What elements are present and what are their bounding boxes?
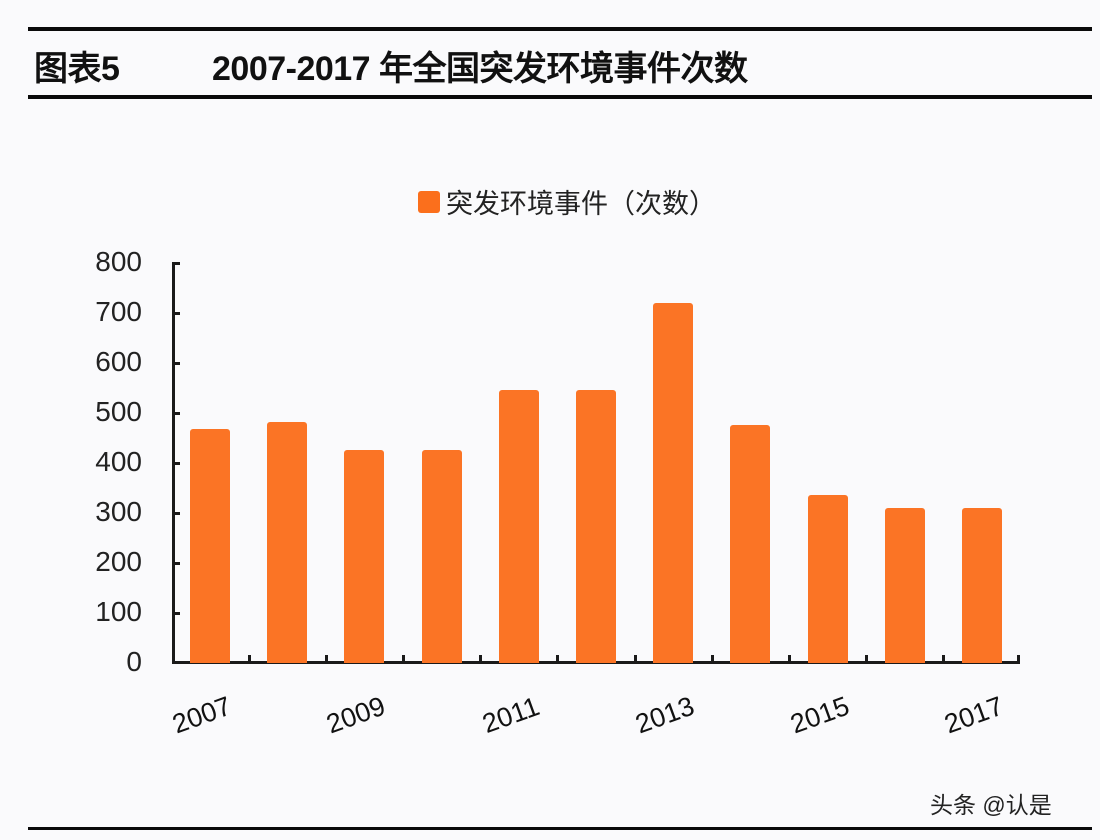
y-tick-label: 500 bbox=[95, 396, 142, 427]
y-tick-label: 800 bbox=[95, 246, 142, 277]
chart-legend: 突发环境事件（次数） bbox=[418, 182, 716, 221]
top-rule bbox=[28, 27, 1092, 31]
y-tick-label: 100 bbox=[95, 596, 142, 627]
y-tick bbox=[172, 512, 180, 515]
bar-2013 bbox=[653, 303, 694, 663]
bar-2012 bbox=[576, 390, 616, 663]
y-tick-label: 700 bbox=[95, 296, 142, 327]
x-tick-label: 2015 bbox=[786, 690, 853, 740]
title-rule bbox=[28, 95, 1092, 99]
legend-swatch-icon bbox=[418, 190, 440, 213]
y-tick bbox=[172, 262, 180, 265]
y-tick-label: 600 bbox=[95, 346, 142, 377]
bar-2016 bbox=[884, 508, 925, 663]
x-tick bbox=[247, 655, 251, 662]
x-tick bbox=[788, 655, 791, 662]
bar-2008 bbox=[267, 422, 308, 663]
figure-title-text: 2007-2017 年全国突发环境事件次数 bbox=[212, 49, 748, 88]
y-tick bbox=[172, 612, 180, 615]
x-tick bbox=[710, 655, 714, 662]
y-tick-label: 300 bbox=[95, 496, 142, 527]
x-tick-label: 2009 bbox=[322, 690, 390, 740]
x-tick bbox=[633, 655, 637, 662]
bar-2011 bbox=[498, 390, 539, 663]
bar-2009 bbox=[344, 450, 385, 663]
y-tick bbox=[172, 562, 180, 565]
x-tick bbox=[479, 655, 483, 662]
bar-2007 bbox=[190, 429, 230, 663]
x-tick bbox=[324, 655, 328, 662]
x-tick-label: 2017 bbox=[940, 690, 1008, 740]
bar-2014 bbox=[730, 425, 771, 663]
figure-title: 图表5 2007-2017 年全国突发环境事件次数 bbox=[34, 40, 748, 90]
y-tick-label: 400 bbox=[95, 446, 142, 477]
y-tick bbox=[172, 362, 180, 365]
x-tick-label: 2011 bbox=[478, 691, 544, 740]
x-tick bbox=[942, 655, 946, 662]
legend-label: 突发环境事件（次数） bbox=[446, 189, 716, 219]
y-tick bbox=[172, 412, 180, 415]
y-tick-label: 200 bbox=[95, 546, 142, 577]
y-tick bbox=[172, 312, 180, 315]
x-tick-label: 2013 bbox=[631, 690, 699, 740]
watermark: 头条 @认是 bbox=[930, 792, 1052, 818]
bar-2017 bbox=[962, 508, 1002, 663]
bar-2010 bbox=[421, 450, 462, 663]
figure-label: 图表5 bbox=[34, 49, 120, 88]
y-tick-label: 0 bbox=[126, 646, 142, 677]
x-tick bbox=[402, 655, 405, 662]
y-tick bbox=[172, 462, 180, 465]
x-tick bbox=[556, 655, 560, 662]
x-tick-label: 2007 bbox=[168, 690, 236, 740]
bar-2015 bbox=[807, 495, 848, 663]
bottom-rule bbox=[28, 827, 1092, 830]
x-tick bbox=[1017, 655, 1020, 662]
x-tick bbox=[865, 655, 869, 662]
